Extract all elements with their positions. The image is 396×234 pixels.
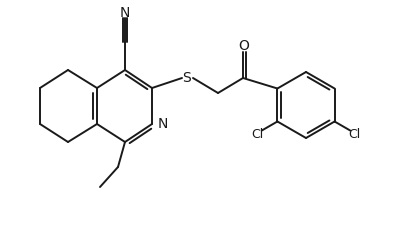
Text: Cl: Cl (252, 128, 264, 141)
Text: Cl: Cl (348, 128, 360, 141)
Text: O: O (238, 39, 249, 53)
Text: N: N (158, 117, 168, 131)
Text: S: S (183, 71, 191, 85)
Text: N: N (120, 6, 130, 20)
